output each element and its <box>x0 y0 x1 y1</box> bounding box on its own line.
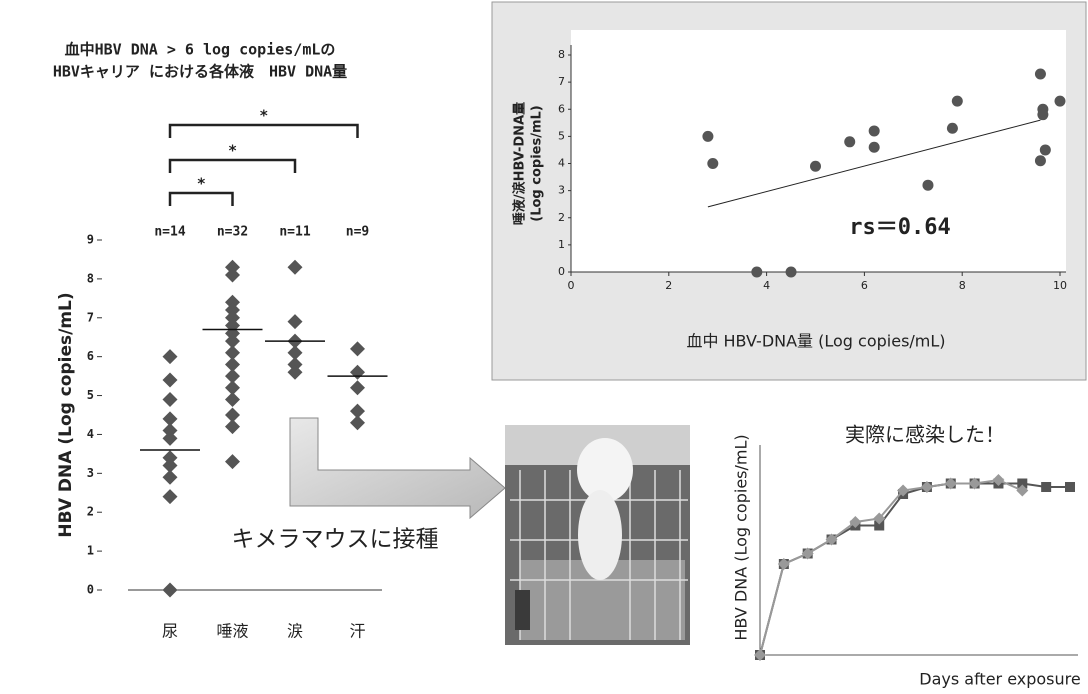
y-axis-label: (Log copies/mL) <box>530 105 545 221</box>
x-tick-label: 尿 <box>162 622 178 641</box>
data-point <box>702 131 713 142</box>
x-axis-label: 血中 HBV-DNA量 (Log copies/mL) <box>686 332 945 351</box>
y-tick-label: 4 <box>558 157 565 170</box>
y-tick-label: 3 <box>87 466 94 480</box>
data-point <box>225 454 240 469</box>
data-point <box>163 349 178 364</box>
x-tick-label: 涙 <box>287 622 303 641</box>
data-point <box>707 158 718 169</box>
x-tick-label: 8 <box>959 279 966 292</box>
data-point <box>947 123 958 134</box>
data-point <box>1040 144 1051 155</box>
plot-bg <box>571 30 1066 272</box>
data-point <box>844 136 855 147</box>
y-tick-label: 6 <box>558 102 565 115</box>
x-tick-label: 唾液 <box>216 622 248 641</box>
data-point <box>288 365 303 380</box>
data-point <box>952 96 963 107</box>
y-tick-label: 4 <box>87 427 94 441</box>
chart-title: HBVキャリア における各体液 HBV DNA量 <box>53 63 347 81</box>
arrow <box>290 418 505 518</box>
data-point <box>1037 109 1048 120</box>
y-axis-label: HBV DNA (Log copies/mL) <box>56 292 76 537</box>
data-point <box>751 267 762 278</box>
annotation: rs＝0.64 <box>849 215 950 240</box>
data-point <box>1035 155 1046 166</box>
y-tick-label: 7 <box>558 75 565 88</box>
y-tick-label: 9 <box>87 233 94 247</box>
data-point <box>1065 482 1075 492</box>
mouse-photo <box>505 425 690 645</box>
y-tick-label: 2 <box>558 211 565 224</box>
n-label: n=9 <box>346 225 369 240</box>
data-point <box>225 268 240 283</box>
data-point <box>1041 482 1051 492</box>
data-point <box>288 260 303 275</box>
y-tick-label: 7 <box>87 310 94 324</box>
x-tick-label: 10 <box>1053 279 1067 292</box>
x-tick-label: 4 <box>763 279 770 292</box>
data-point <box>350 380 365 395</box>
x-tick-label: 2 <box>665 279 672 292</box>
significance-bracket <box>170 125 358 138</box>
data-point <box>225 419 240 434</box>
n-label: n=11 <box>279 225 310 240</box>
n-label: n=14 <box>154 225 185 240</box>
x-tick-label: 6 <box>861 279 868 292</box>
y-tick-label: 8 <box>558 48 565 61</box>
data-point <box>922 180 933 191</box>
y-tick-label: 0 <box>558 265 565 278</box>
series-line <box>760 480 1022 655</box>
y-axis-label: 唾液/涙HBV-DNA量 <box>512 102 528 225</box>
data-point <box>288 314 303 329</box>
data-point <box>869 125 880 136</box>
data-point <box>163 583 178 598</box>
y-tick-label: 1 <box>87 544 94 558</box>
data-point <box>869 142 880 153</box>
data-point <box>225 392 240 407</box>
data-point <box>786 267 797 278</box>
data-point <box>350 415 365 430</box>
data-point <box>350 365 365 380</box>
series-line <box>760 484 1070 656</box>
y-tick-label: 6 <box>87 349 94 363</box>
y-tick-label: 5 <box>558 129 565 142</box>
significance-bracket <box>170 193 233 206</box>
data-point <box>163 489 178 504</box>
figure: 血中HBV DNA > 6 log copies/mLの HBVキャリア における… <box>0 0 1088 694</box>
y-tick-label: 8 <box>87 271 94 285</box>
data-point <box>1055 96 1066 107</box>
data-point <box>163 431 178 446</box>
x-tick-label: 0 <box>568 279 575 292</box>
significance-label: * <box>229 142 237 160</box>
annotation: キメラマウスに接種 <box>232 527 439 553</box>
y-tick-label: 3 <box>558 184 565 197</box>
chart-title: 実際に感染した！ <box>845 423 1005 447</box>
data-point <box>163 470 178 485</box>
significance-bracket <box>170 160 295 173</box>
data-point <box>350 341 365 356</box>
y-axis-label: HBV DNA (Log copies/mL) <box>732 434 751 640</box>
significance-label: * <box>197 175 205 193</box>
x-tick-label: 汗 <box>349 622 365 641</box>
data-point <box>163 373 178 388</box>
x-axis-label: Days after exposure <box>919 670 1080 689</box>
chart-title: 血中HBV DNA > 6 log copies/mLの <box>65 41 336 59</box>
y-tick-label: 5 <box>87 388 94 402</box>
data-point <box>163 392 178 407</box>
y-tick-label: 0 <box>87 583 94 597</box>
n-label: n=32 <box>217 225 248 240</box>
data-point <box>810 161 821 172</box>
y-tick-label: 2 <box>87 505 94 519</box>
data-point <box>1035 68 1046 79</box>
y-tick-label: 1 <box>558 238 565 251</box>
significance-label: * <box>260 107 268 125</box>
